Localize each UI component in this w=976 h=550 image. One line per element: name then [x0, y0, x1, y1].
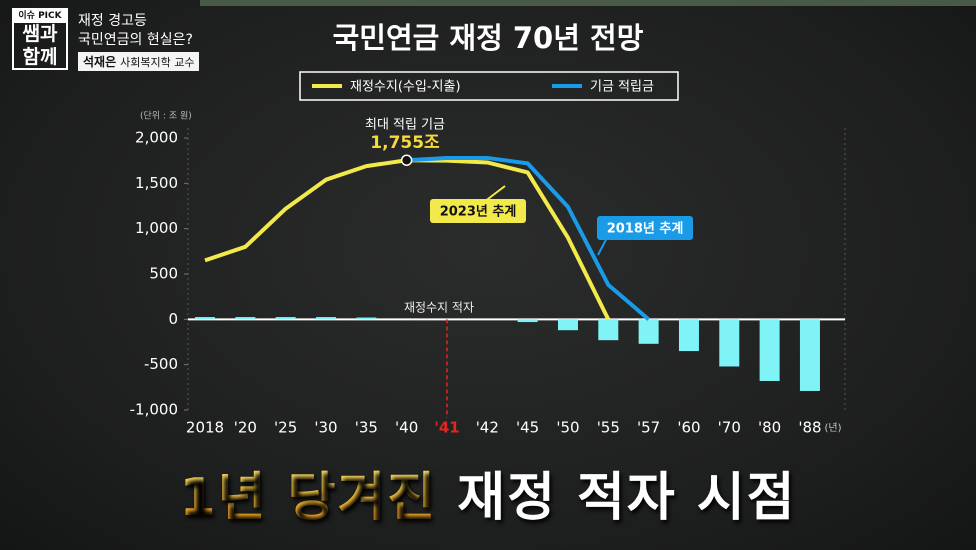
- bar: [557, 319, 578, 331]
- x-tick-label: '45: [516, 419, 539, 437]
- caption-highlight: 1년 당겨진: [179, 468, 438, 528]
- x-tick-label: '50: [556, 419, 579, 437]
- caption-text: 재정 적자 시점: [457, 468, 797, 528]
- legend-label: 기금 적립금: [590, 80, 654, 95]
- bar: [598, 319, 619, 341]
- logo-text: 쌤과: [22, 23, 58, 45]
- x-tick-label: '70: [718, 419, 741, 437]
- callout-box: [597, 216, 693, 240]
- x-tick-label: '41: [434, 419, 459, 437]
- x-unit: (년): [824, 422, 841, 434]
- topic-line: 재정 경고등: [78, 13, 147, 29]
- annotation: 1,755조: [370, 133, 440, 153]
- x-tick-label: '25: [274, 419, 297, 437]
- x-tick-label: '42: [476, 419, 499, 437]
- bar: [759, 319, 780, 381]
- guest-name: 석재은: [83, 55, 117, 69]
- y-tick-label: -1,000: [130, 401, 178, 419]
- logo-text: 함께: [22, 46, 58, 68]
- annotation: 2018년 추계: [607, 221, 684, 237]
- guest: 석재은 사회복지학 교수: [78, 52, 200, 71]
- x-tick-label: '80: [758, 419, 781, 437]
- guest-title: 사회복지학 교수: [120, 56, 195, 69]
- caption: 1년 당겨진 재정 적자 시점: [0, 455, 976, 530]
- logo-tag: 이슈 PICK: [14, 10, 66, 23]
- bar: [517, 319, 538, 323]
- x-tick-label: '55: [597, 419, 620, 437]
- bar: [275, 317, 296, 320]
- x-tick-label: '60: [677, 419, 700, 437]
- y-tick-label: 500: [149, 265, 178, 283]
- chart-title: 국민연금 재정 70년 전망: [333, 21, 644, 55]
- bar: [638, 319, 659, 344]
- legend-box: [299, 71, 679, 101]
- bar: [315, 317, 336, 320]
- bar: [235, 317, 256, 320]
- bar: [799, 319, 820, 391]
- logo: 이슈 PICK 쌤과 함께: [12, 8, 68, 70]
- unit-label: (단위 : 조 원): [140, 111, 192, 122]
- bar: [356, 317, 377, 320]
- peak-marker: [400, 154, 413, 166]
- legend-label: 재정수지(수입-지출): [350, 80, 461, 95]
- y-tick-label: 1,000: [135, 219, 178, 237]
- x-tick-label: '40: [395, 419, 418, 437]
- x-tick-label: '57: [637, 419, 660, 437]
- bar: [195, 317, 215, 320]
- top-strip: [200, 0, 976, 6]
- x-tick-label: '88: [798, 419, 821, 437]
- topic: 재정 경고등 국민연금의 현실은?: [78, 12, 193, 50]
- topic-line: 국민연금의 현실은?: [78, 32, 193, 48]
- chart: 국민연금 재정 70년 전망 (단위 : 조 원) 2,000 1,500 1,000…: [130, 21, 846, 437]
- x-tick-label: 2018: [186, 419, 224, 437]
- annotation: 최대 적립 기금: [365, 118, 445, 133]
- x-tick-label: '35: [355, 419, 378, 437]
- bar: [719, 319, 740, 367]
- y-tick-label: -500: [144, 355, 178, 373]
- annotation: 재정수지 적자: [404, 301, 474, 315]
- y-tick-label: 0: [168, 310, 178, 328]
- y-tick-label: 2,000: [135, 129, 178, 147]
- annotation: 2023년 추계: [440, 204, 517, 220]
- bar: [678, 319, 699, 352]
- x-tick-label: '30: [314, 419, 337, 437]
- x-tick-label: '20: [234, 419, 257, 437]
- y-tick-label: 1,500: [135, 174, 178, 192]
- callout-box: [430, 199, 526, 223]
- line: [406, 155, 650, 321]
